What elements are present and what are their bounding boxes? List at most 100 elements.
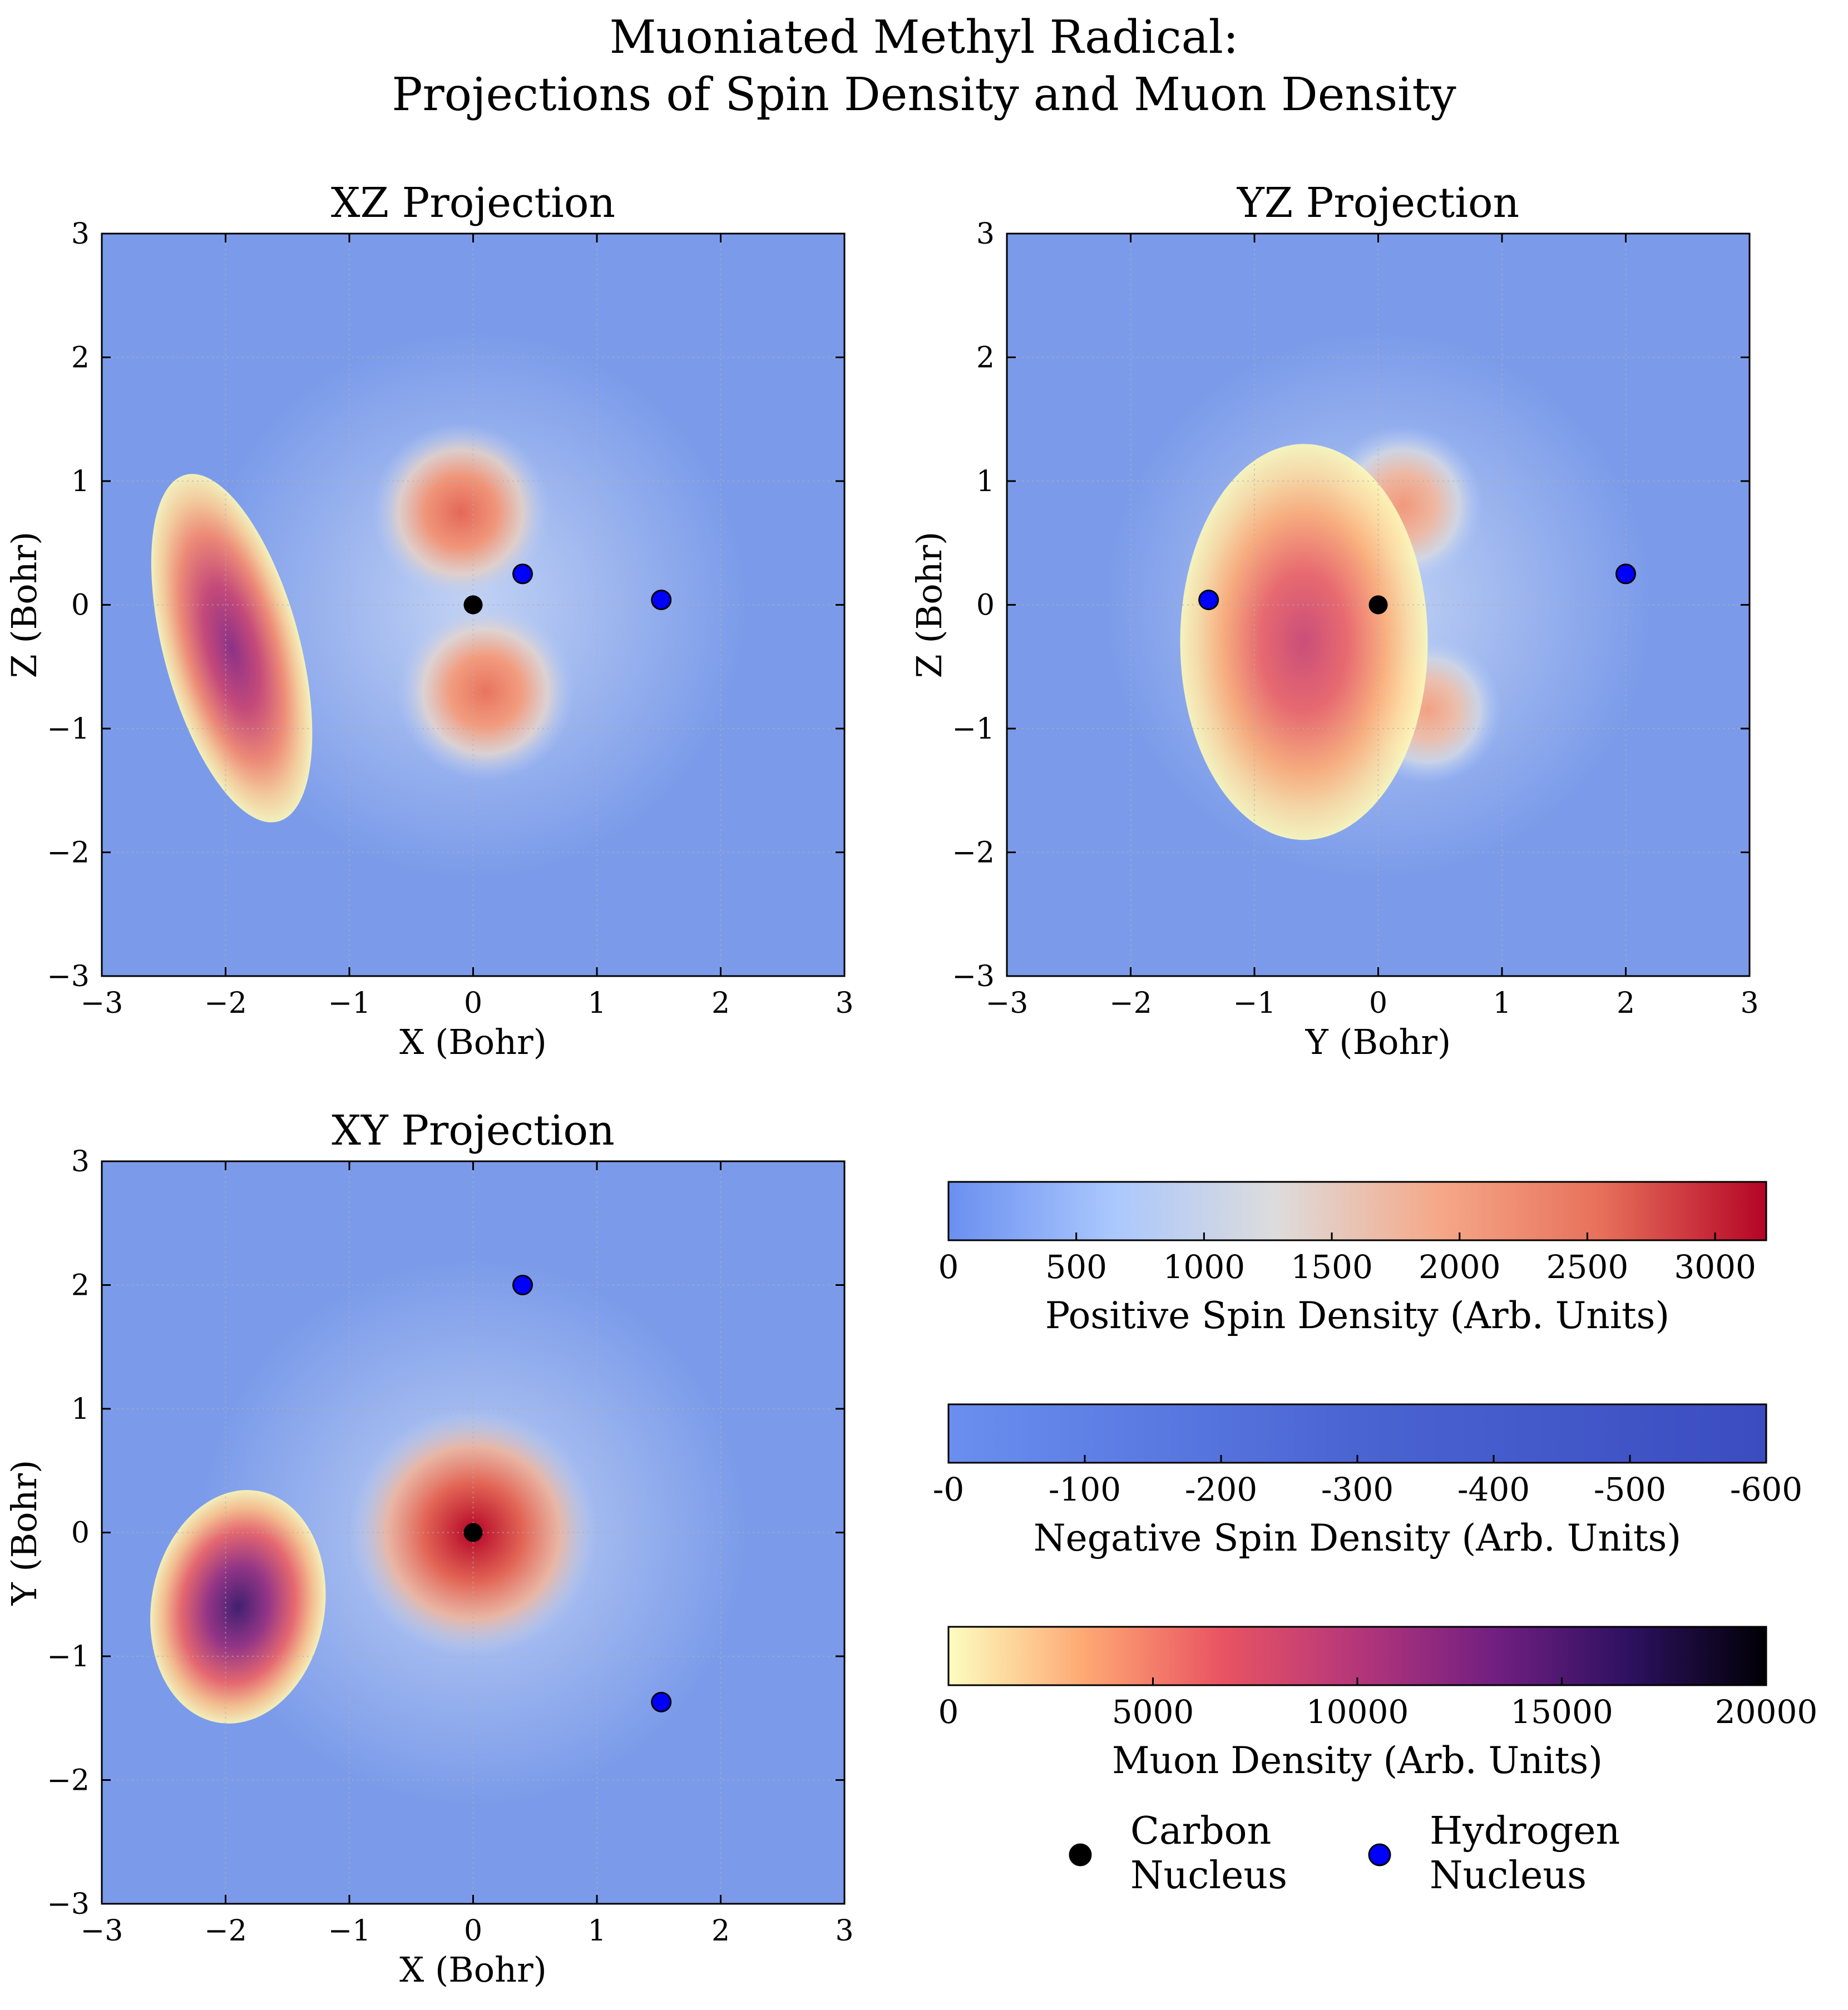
x-tick-label: 0 (464, 987, 482, 1020)
colorbar-tick-label: 10000 (1306, 1693, 1409, 1731)
colorbar-tick-label: 20000 (1715, 1693, 1818, 1731)
x-tick-label: 3 (835, 987, 853, 1020)
x-tick-label: 0 (464, 1914, 482, 1948)
y-tick-label: 3 (976, 217, 995, 251)
y-tick-label: 2 (976, 341, 995, 375)
legend-hydrogen-marker (1368, 1843, 1391, 1867)
x-tick-label: 2 (711, 1914, 730, 1948)
colorbar-tick-label: -400 (1457, 1471, 1530, 1508)
x-tick-label: −2 (204, 987, 247, 1020)
colorbar-tick-label: 1000 (1163, 1248, 1246, 1286)
panel-title: XZ Projection (331, 179, 615, 227)
y-tick-label: −1 (952, 712, 995, 746)
x-tick-label: 1 (587, 1914, 606, 1948)
y-tick-label: −2 (47, 836, 90, 870)
carbon-nucleus-marker (463, 595, 483, 615)
x-tick-label: 1 (587, 987, 606, 1020)
y-tick-label: −3 (47, 960, 90, 993)
colorbar-gradient (947, 1403, 1767, 1464)
colorbar-tick-label: 5000 (1112, 1693, 1194, 1731)
x-tick-label: −3 (986, 987, 1029, 1020)
x-tick-label: 3 (835, 1914, 853, 1948)
colorbar-tick-label: 2500 (1546, 1248, 1629, 1286)
x-axis-label: Y (Bohr) (1305, 1022, 1451, 1062)
y-tick-label: −3 (47, 1888, 90, 1921)
colorbar-gradient (947, 1626, 1767, 1686)
y-tick-label: 1 (71, 465, 90, 498)
hydrogen-nucleus-marker (512, 1275, 533, 1295)
y-tick-label: −2 (47, 1764, 90, 1798)
legend-hydrogen-label: Hydrogen (1430, 1809, 1620, 1853)
spin-density-lobe (372, 423, 550, 601)
hydrogen-nucleus-marker (1198, 590, 1219, 611)
x-tick-label: −3 (81, 1914, 123, 1948)
y-tick-label: 1 (71, 1393, 90, 1426)
y-tick-label: 3 (71, 217, 90, 251)
y-tick-label: 0 (71, 1517, 90, 1550)
carbon-nucleus-marker (1368, 595, 1388, 615)
colorbar-muon-density: 0 5000 10000 15000 20000 Muon Density (Arb. U… (938, 1626, 1818, 1782)
panel-xz-projection: −3 −2 −1 0 1 2 3 −3 −2 −1 0 1 2 3 XZ Projection X (Bohr… (4, 179, 854, 1062)
x-tick-label: 2 (711, 987, 730, 1020)
y-tick-label: 0 (71, 589, 90, 622)
spin-density-lobe (396, 602, 575, 781)
figure-title-line-2: Projections of Spin Density and Muon Den… (392, 68, 1456, 121)
y-axis-label: Z (Bohr) (4, 532, 45, 679)
y-tick-label: −2 (952, 836, 995, 870)
x-tick-label: −1 (328, 987, 371, 1020)
colorbar-label: Muon Density (Arb. Units) (1112, 1739, 1603, 1782)
panel-xy-projection: −3 −2 −1 0 1 2 3 −3 −2 −1 0 1 2 3 XY Projection X (Bohr… (4, 1107, 854, 1990)
x-tick-label: −1 (328, 1914, 371, 1948)
panel-yz-projection: −3 −2 −1 0 1 2 3 −3 −2 −1 0 1 2 3 YZ Projection Y (Bohr… (909, 179, 1759, 1062)
y-tick-label: −3 (952, 960, 995, 993)
plot-area (102, 234, 844, 976)
x-tick-label: −1 (1233, 987, 1276, 1020)
colorbar-tick-label: 3000 (1674, 1248, 1756, 1286)
y-tick-label: 1 (976, 465, 995, 498)
y-tick-label: 2 (71, 1269, 90, 1303)
muon-density-region (1180, 444, 1428, 840)
carbon-nucleus-marker (463, 1523, 483, 1542)
x-axis-label: X (Bohr) (399, 1949, 547, 1990)
legend-carbon-label: Nucleus (1130, 1854, 1287, 1898)
y-axis-label: Z (Bohr) (909, 532, 950, 679)
hydrogen-nucleus-marker (651, 590, 672, 611)
hydrogen-nucleus-marker (651, 1691, 672, 1712)
colorbar-label: Positive Spin Density (Arb. Units) (1045, 1294, 1669, 1337)
colorbar-tick-label: 0 (938, 1693, 959, 1731)
plot-area (1007, 234, 1750, 976)
y-tick-label: 2 (71, 341, 90, 375)
colorbar-tick-label: 2000 (1419, 1248, 1501, 1286)
legend-carbon-label: Carbon (1130, 1809, 1271, 1853)
y-tick-label: −1 (47, 1640, 90, 1674)
colorbar-tick-label: -100 (1049, 1471, 1121, 1508)
legend-hydrogen-label: Nucleus (1430, 1854, 1587, 1898)
muon-density-region (150, 1490, 326, 1724)
hydrogen-nucleus-marker (1615, 563, 1636, 585)
colorbar-tick-label: -500 (1594, 1471, 1666, 1508)
y-tick-label: −1 (47, 712, 90, 746)
y-tick-label: 3 (71, 1145, 90, 1179)
x-tick-label: 1 (1493, 987, 1511, 1020)
y-axis-label: Y (Bohr) (4, 1460, 45, 1606)
x-tick-label: 0 (1369, 987, 1387, 1020)
x-axis-label: X (Bohr) (399, 1022, 547, 1062)
x-tick-label: 3 (1740, 987, 1758, 1020)
colorbar-tick-label: 1500 (1291, 1248, 1373, 1286)
panel-title: XY Projection (332, 1107, 615, 1155)
colorbar-label: Negative Spin Density (Arb. Units) (1034, 1517, 1681, 1560)
x-tick-label: 2 (1617, 987, 1635, 1020)
colorbar-tick-label: 500 (1045, 1248, 1107, 1286)
panel-title: YZ Projection (1237, 179, 1519, 227)
colorbar-tick-label: 0 (938, 1248, 959, 1286)
colorbar-gradient (947, 1181, 1767, 1241)
muon-density-region (151, 474, 313, 823)
x-tick-label: −3 (81, 987, 123, 1020)
colorbar-tick-label: 15000 (1510, 1693, 1613, 1731)
figure-title-line-1: Muoniated Methyl Radical: (610, 11, 1239, 64)
colorbar-tick-label: -300 (1321, 1471, 1394, 1508)
y-tick-label: 0 (976, 589, 995, 622)
